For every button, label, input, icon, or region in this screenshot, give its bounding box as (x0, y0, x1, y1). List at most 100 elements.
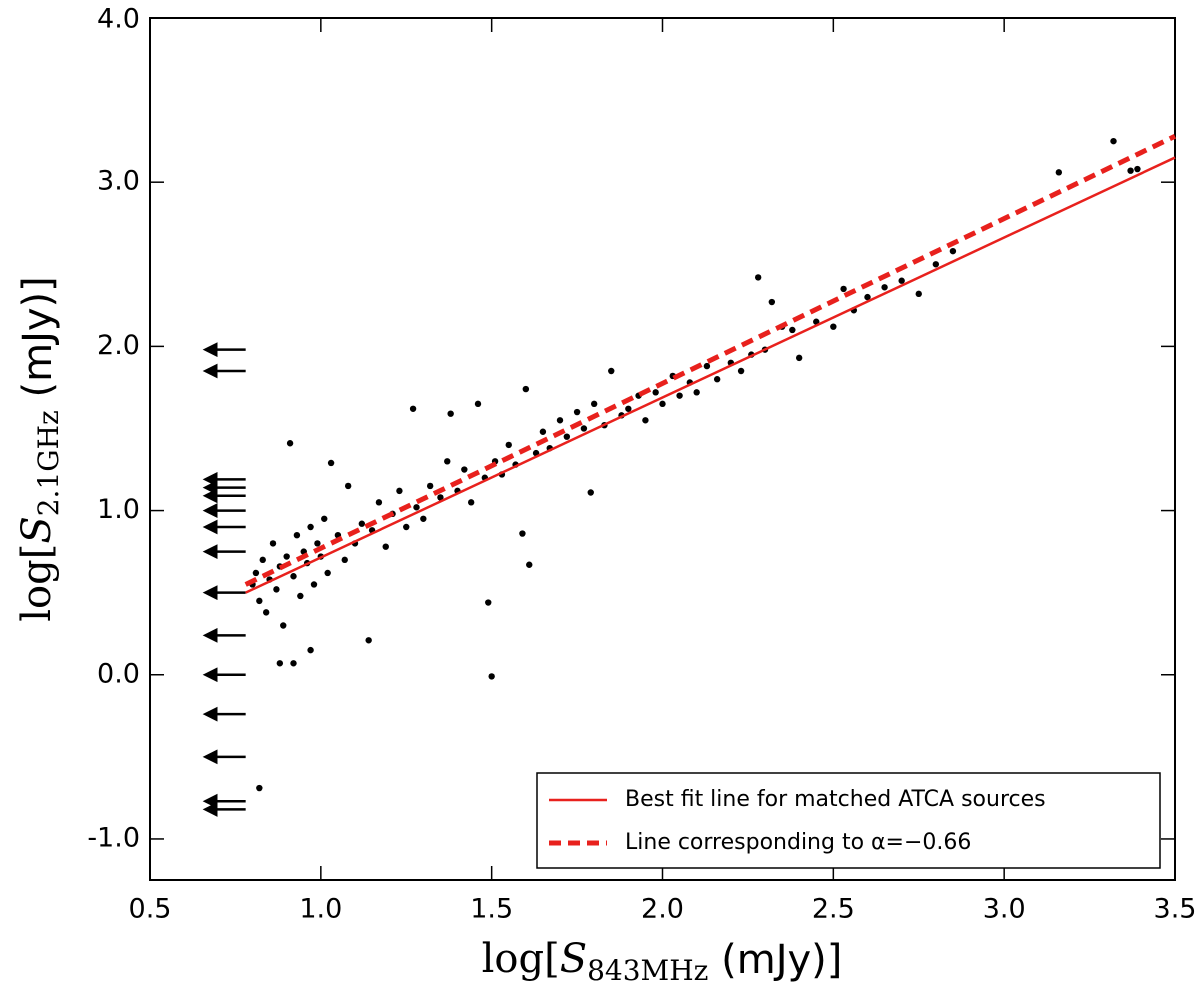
data-point (676, 392, 683, 399)
data-point (447, 410, 454, 417)
data-point (396, 487, 403, 495)
data-point (485, 599, 492, 606)
data-point (505, 441, 512, 449)
data-point (321, 515, 328, 522)
fit-line (244, 133, 1177, 587)
data-point (932, 261, 940, 268)
data-point (474, 400, 482, 408)
data-point (898, 277, 905, 284)
y-tick-label: 1.0 (97, 494, 140, 525)
data-point (341, 556, 348, 564)
data-point (375, 499, 383, 506)
legend-label: Line corresponding to α=−0.66 (625, 830, 971, 855)
data-point (256, 597, 263, 605)
data-point (881, 284, 888, 291)
x-tick-label: 3.0 (983, 894, 1026, 925)
y-tick-label: -1.0 (87, 822, 140, 853)
legend: Best fit line for matched ATCA sources Li… (536, 772, 1161, 869)
y-tick-label: 3.0 (97, 166, 140, 197)
y-label-symbol: S (14, 516, 60, 543)
data-point (488, 673, 495, 680)
data-point (365, 637, 372, 644)
data-point (556, 417, 564, 424)
data-point (269, 540, 277, 547)
x-tick-label: 3.5 (1154, 894, 1197, 925)
x-tick-label: 2.0 (641, 894, 684, 925)
data-point (314, 540, 321, 547)
data-point (290, 573, 297, 580)
data-point (324, 569, 331, 577)
data-point (310, 581, 318, 588)
data-point (864, 293, 871, 301)
x-label-suffix: (mJy)] (708, 937, 842, 983)
data-point (437, 494, 444, 501)
data-point (580, 425, 588, 432)
data-point (830, 323, 837, 330)
data-point (659, 400, 666, 408)
data-point (461, 466, 468, 473)
data-point (252, 569, 260, 577)
data-point (293, 532, 301, 539)
data-point (467, 499, 475, 506)
data-point (409, 405, 417, 412)
data-point (813, 318, 820, 325)
data-point (693, 389, 700, 396)
y-label-sub: 2.1GHz (32, 410, 65, 516)
legend-frame (536, 772, 1161, 869)
data-point (590, 400, 598, 408)
data-point (587, 489, 594, 496)
plot-frame (149, 17, 1176, 881)
data-point (413, 504, 420, 511)
data-point (915, 290, 922, 298)
data-point (426, 482, 434, 490)
data-point (949, 247, 957, 255)
data-point (737, 367, 745, 375)
data-point (444, 458, 451, 465)
x-tick-label: 1.0 (299, 894, 342, 925)
data-point (283, 553, 290, 560)
data-point (290, 660, 297, 667)
x-label-prefix: log[ (482, 936, 560, 982)
data-point (840, 285, 847, 293)
x-tick-label: 1.5 (470, 894, 513, 925)
data-point (703, 362, 711, 370)
data-point (344, 482, 352, 490)
data-point (403, 523, 410, 531)
data-point (795, 354, 803, 362)
data-point (1134, 165, 1141, 173)
data-point (652, 389, 659, 396)
data-point (1055, 169, 1063, 176)
y-tick-label: 4.0 (97, 4, 140, 35)
x-axis-label: log[S843MHz (mJy)] (482, 936, 843, 987)
data-point (307, 523, 314, 531)
data-point (297, 592, 304, 600)
data-point (642, 417, 649, 424)
data-point (259, 556, 266, 564)
data-point (789, 326, 796, 334)
x-label-symbol: S (560, 936, 587, 982)
x-tick-label: 0.5 (129, 894, 172, 925)
data-point (358, 520, 366, 527)
data-point (573, 408, 581, 416)
x-label-sub: 843MHz (587, 954, 708, 987)
data-point (327, 459, 335, 467)
y-label-suffix: (mJy)] (15, 276, 61, 410)
data-point (526, 561, 533, 568)
data-point (754, 274, 762, 281)
y-tick-label: 2.0 (97, 330, 140, 361)
data-point (273, 586, 280, 593)
data-point (286, 440, 294, 447)
data-point (625, 405, 632, 412)
data-point (713, 376, 721, 383)
legend-label: Best fit line for matched ATCA sources (625, 787, 1046, 812)
data-point (1127, 167, 1134, 174)
fit-line (245, 156, 1176, 594)
data-point (382, 543, 389, 550)
data-point (420, 515, 427, 522)
data-point (276, 660, 284, 667)
y-axis-label: log[S2.1GHz (mJy)] (14, 276, 65, 622)
data-point (608, 367, 615, 375)
data-point (256, 784, 263, 792)
data-point (1110, 137, 1117, 145)
